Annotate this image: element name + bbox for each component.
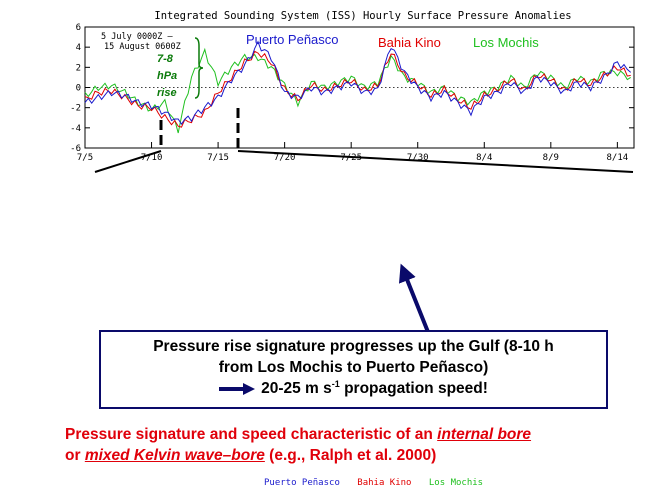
y-tick-label: 2 xyxy=(76,63,81,73)
series-line-bahia-kino xyxy=(84,50,631,128)
speed-exponent: -1 xyxy=(331,378,340,389)
bottom-legend: Puerto Peñasco Bahia Kino Los Mochis xyxy=(264,478,495,488)
bottom-legend-los-mochis: Los Mochis xyxy=(428,478,484,488)
conclusion-text: Pressure signature and speed characteris… xyxy=(65,424,665,466)
x-tick-label: 7/5 xyxy=(77,153,93,163)
legend-los-mochis: Los Mochis xyxy=(473,35,539,50)
callout-line-3: 20-25 m s-1 propagation speed! xyxy=(101,378,606,401)
right-arrow-icon xyxy=(219,382,256,395)
legend-puerto-penasco: Puerto Peñasco xyxy=(246,32,339,47)
y-tick-label: -4 xyxy=(70,124,81,134)
bottom-legend-bahia-kino: Bahia Kino xyxy=(357,478,412,488)
zoom-line-left xyxy=(94,150,162,173)
chart-title: Integrated Sounding System (ISS) Hourly … xyxy=(154,10,571,22)
x-tick-label: 8/9 xyxy=(543,153,559,163)
internal-bore-term: internal bore xyxy=(437,426,532,443)
legend-bahia-kino: Bahia Kino xyxy=(378,35,441,50)
time-range-annotation: 5 July 0000Z – 15 August 0600Z xyxy=(101,32,181,52)
y-tick-label: 4 xyxy=(76,43,81,53)
series-line-puerto-pe-asco xyxy=(84,40,632,126)
y-tick-label: 0 xyxy=(76,84,81,94)
conclusion-part-3: (e.g., Ralph et al. 2000) xyxy=(264,447,437,464)
pointer-arrow xyxy=(398,263,430,333)
conclusion-part-2: or xyxy=(65,447,85,464)
x-axis: 7/57/107/157/207/257/308/48/98/14 xyxy=(77,142,628,163)
zoom-line-right xyxy=(237,150,634,173)
x-tick-label: 8/14 xyxy=(607,153,629,163)
callout-line-2: from Los Mochis to Puerto Peñasco) xyxy=(218,359,489,376)
speed-rest: propagation speed! xyxy=(339,380,488,397)
x-tick-label: 7/15 xyxy=(207,153,229,163)
bottom-legend-puerto-penasco: Puerto Peñasco xyxy=(264,478,340,488)
x-tick-label: 7/20 xyxy=(274,153,296,163)
x-tick-label: 8/4 xyxy=(476,153,492,163)
x-tick-label: 7/10 xyxy=(141,153,163,163)
kelvin-wave-bore-term: mixed Kelvin wave–bore xyxy=(84,447,265,464)
y-tick-label: -6 xyxy=(70,144,81,154)
speed-value: 20-25 m s xyxy=(261,380,332,397)
y-tick-label: 6 xyxy=(76,23,81,33)
series-layer xyxy=(84,40,632,134)
rise-annotation: 7-8 hPa rise xyxy=(157,53,180,99)
conclusion-part-1: Pressure signature and speed characteris… xyxy=(65,426,438,443)
callout-box: Pressure rise signature progresses up th… xyxy=(99,330,608,409)
y-tick-label: -2 xyxy=(70,104,81,114)
x-tick-label: 7/30 xyxy=(407,153,429,163)
callout-line-1: Pressure rise signature progresses up th… xyxy=(153,338,554,355)
rise-brace xyxy=(194,37,204,99)
